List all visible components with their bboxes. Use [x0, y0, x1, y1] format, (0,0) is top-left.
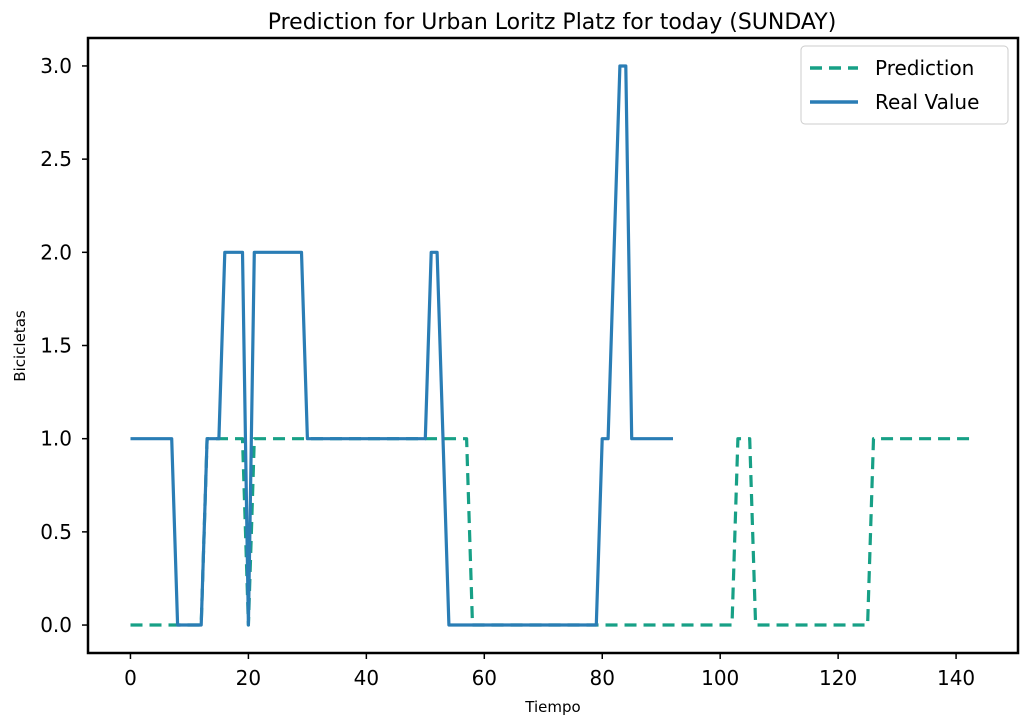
x-tick-label: 100 [701, 666, 739, 690]
series-layer [130, 64, 974, 627]
series-line-real-value [130, 64, 673, 627]
y-tick-label: 3.0 [40, 54, 72, 78]
y-axis-label: Bicicletas [11, 310, 29, 382]
y-tick-label: 0.0 [40, 613, 72, 637]
x-axis: 0 20 40 60 80 100 120 140 [124, 653, 975, 690]
legend-label-prediction: Prediction [875, 56, 974, 80]
chart-title: Prediction for Urban Loritz Platz for to… [268, 10, 837, 35]
y-tick-label: 1.0 [40, 427, 72, 451]
x-tick-label: 140 [937, 666, 975, 690]
x-tick-label: 0 [124, 666, 137, 690]
x-tick-label: 40 [354, 666, 379, 690]
legend-label-real-value: Real Value [875, 90, 979, 114]
y-tick-label: 2.0 [40, 240, 72, 264]
x-tick-label: 80 [590, 666, 615, 690]
legend-box [800, 45, 1009, 125]
legend: Prediction Real Value [800, 45, 1009, 125]
x-tick-label: 120 [819, 666, 857, 690]
plot-frame [86, 36, 1020, 655]
x-tick-label: 60 [472, 666, 497, 690]
y-tick-label: 1.5 [40, 334, 72, 358]
series-line-prediction [130, 437, 974, 627]
x-axis-label: Tiempo [524, 698, 580, 716]
x-tick-label: 20 [236, 666, 261, 690]
y-axis: 0.0 0.5 1.0 1.5 2.0 2.5 3.0 [40, 54, 88, 637]
y-tick-label: 2.5 [40, 147, 72, 171]
y-tick-label: 0.5 [40, 520, 72, 544]
